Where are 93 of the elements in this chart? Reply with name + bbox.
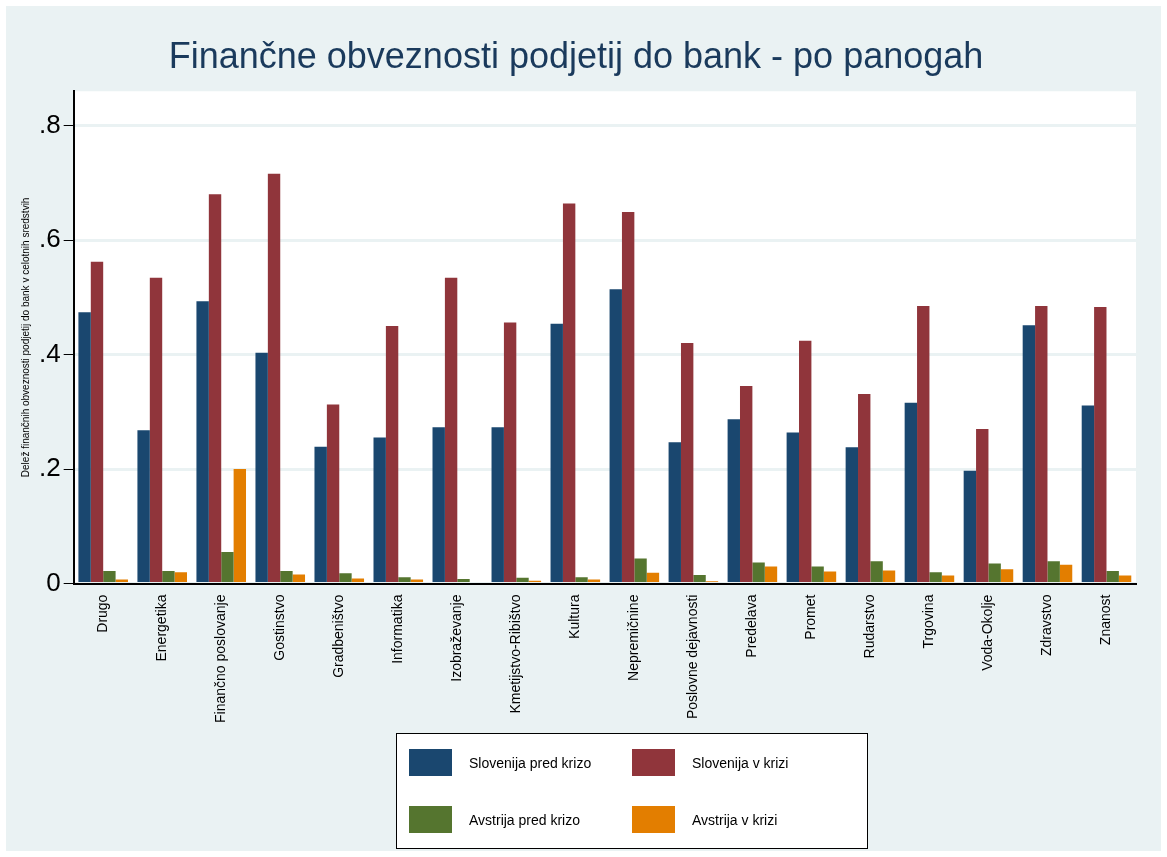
bar <box>752 562 765 583</box>
x-tick-label: Energetika <box>153 594 170 662</box>
bar <box>680 343 694 583</box>
bar <box>432 427 445 583</box>
bar <box>208 194 222 583</box>
legend-label: Slovenija pred krizo <box>469 754 592 771</box>
chart-title: Finančne obveznosti podjetij do bank - po panogah <box>168 34 984 76</box>
bar <box>646 572 660 583</box>
bar <box>351 578 365 583</box>
x-tick-label: Gradbeništvo <box>330 594 347 678</box>
bar <box>78 312 91 583</box>
bar <box>255 352 268 583</box>
bar <box>491 427 504 583</box>
bar <box>314 446 327 583</box>
bar <box>162 570 175 583</box>
bar <box>444 277 458 583</box>
x-tick-label: Zdravstvo <box>1038 594 1055 657</box>
bar <box>1081 405 1095 583</box>
bar <box>1035 305 1048 583</box>
bar <box>799 340 812 583</box>
y-tick-label: 0 <box>46 566 61 597</box>
x-tick-label: Finančno poslovanje <box>212 594 229 723</box>
x-tick-label: Gostinstvo <box>271 594 288 661</box>
bar <box>280 570 293 583</box>
bar <box>398 577 411 583</box>
bar <box>174 572 187 583</box>
bar <box>149 277 163 583</box>
bar <box>976 429 989 583</box>
x-tick-label: Drugo <box>94 594 111 633</box>
x-tick-label: Promet <box>802 594 819 640</box>
legend-label: Slovenija v krizi <box>692 754 789 771</box>
bar <box>1059 564 1073 583</box>
bar <box>917 305 930 583</box>
bar <box>823 571 837 583</box>
x-tick-label: Trgovina <box>920 594 937 649</box>
x-tick-label: Nepremičnine <box>625 594 642 681</box>
bar <box>292 574 306 583</box>
bar <box>988 563 1001 583</box>
bar <box>811 566 824 583</box>
bar <box>764 566 778 583</box>
bar <box>904 402 918 583</box>
y-tick-label: .4 <box>39 337 61 368</box>
bar <box>870 561 883 583</box>
x-tick-label: Rudarstvo <box>861 594 878 659</box>
bar <box>621 212 635 583</box>
bar <box>339 573 352 583</box>
bar <box>1106 570 1119 583</box>
bar <box>221 552 234 583</box>
legend-label: Avstrija v krizi <box>692 811 778 828</box>
bar <box>668 442 681 583</box>
bar <box>882 570 896 583</box>
bar <box>1000 569 1014 583</box>
bar <box>786 432 800 583</box>
bar <box>1022 325 1036 583</box>
bar <box>373 437 386 583</box>
bar <box>1047 561 1060 583</box>
bar <box>575 577 588 583</box>
bar <box>550 323 563 583</box>
x-tick-label: Voda-Okolje <box>979 594 996 671</box>
x-tick-label: Kmetijstvo-Ribištvo <box>507 594 524 714</box>
bar <box>90 261 104 583</box>
bar <box>516 577 529 583</box>
bar <box>137 430 150 583</box>
bar <box>963 470 977 583</box>
x-tick-label: Predelava <box>743 594 760 658</box>
bar <box>103 570 116 583</box>
y-tick-label: .6 <box>39 223 61 254</box>
bar <box>196 301 209 583</box>
bar <box>267 173 281 583</box>
bar <box>1094 307 1107 583</box>
bar <box>634 558 647 583</box>
x-tick-label: Poslovne dejavnosti <box>684 594 701 720</box>
bar <box>503 322 517 583</box>
bar <box>727 419 740 583</box>
bar <box>385 325 399 583</box>
y-axis-title: Delež finančnih obveznosti podjetij do bank v celotnih sredstvih <box>19 197 31 478</box>
x-tick-label: Informatika <box>389 594 406 664</box>
bar <box>457 579 470 583</box>
y-tick-label: .8 <box>39 108 61 139</box>
x-tick-label: Znanost <box>1097 594 1114 646</box>
x-tick-label: Izobraževanje <box>448 594 465 682</box>
bar <box>845 447 859 583</box>
bar <box>693 574 706 583</box>
legend-label: Avstrija pred krizo <box>469 811 581 828</box>
bar <box>233 469 247 583</box>
bar <box>858 394 871 583</box>
y-tick-label: .2 <box>39 452 61 483</box>
bar <box>739 386 753 583</box>
x-tick-label: Kultura <box>566 594 583 639</box>
bar <box>562 203 576 583</box>
bar <box>929 572 942 583</box>
bar <box>609 289 622 583</box>
bar <box>326 404 340 583</box>
